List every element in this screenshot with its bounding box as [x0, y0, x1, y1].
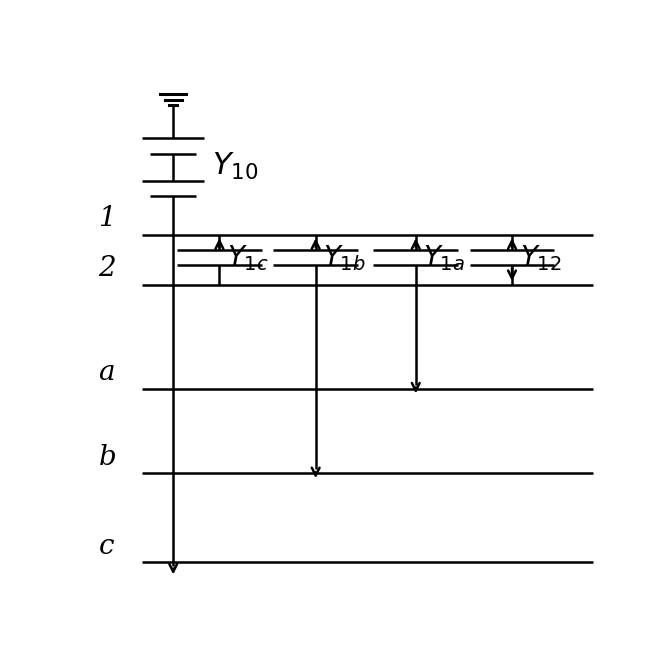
Text: $Y_{1b}$: $Y_{1b}$ — [323, 243, 366, 273]
Text: 1: 1 — [98, 206, 116, 233]
Text: $Y_{1c}$: $Y_{1c}$ — [227, 243, 269, 273]
Text: $Y_{1a}$: $Y_{1a}$ — [424, 243, 465, 273]
Text: c: c — [98, 533, 114, 560]
Text: $Y_{12}$: $Y_{12}$ — [520, 243, 561, 273]
Text: $Y_{10}$: $Y_{10}$ — [212, 151, 258, 182]
Text: a: a — [98, 360, 115, 386]
Text: b: b — [98, 444, 116, 471]
Text: 2: 2 — [98, 255, 116, 282]
